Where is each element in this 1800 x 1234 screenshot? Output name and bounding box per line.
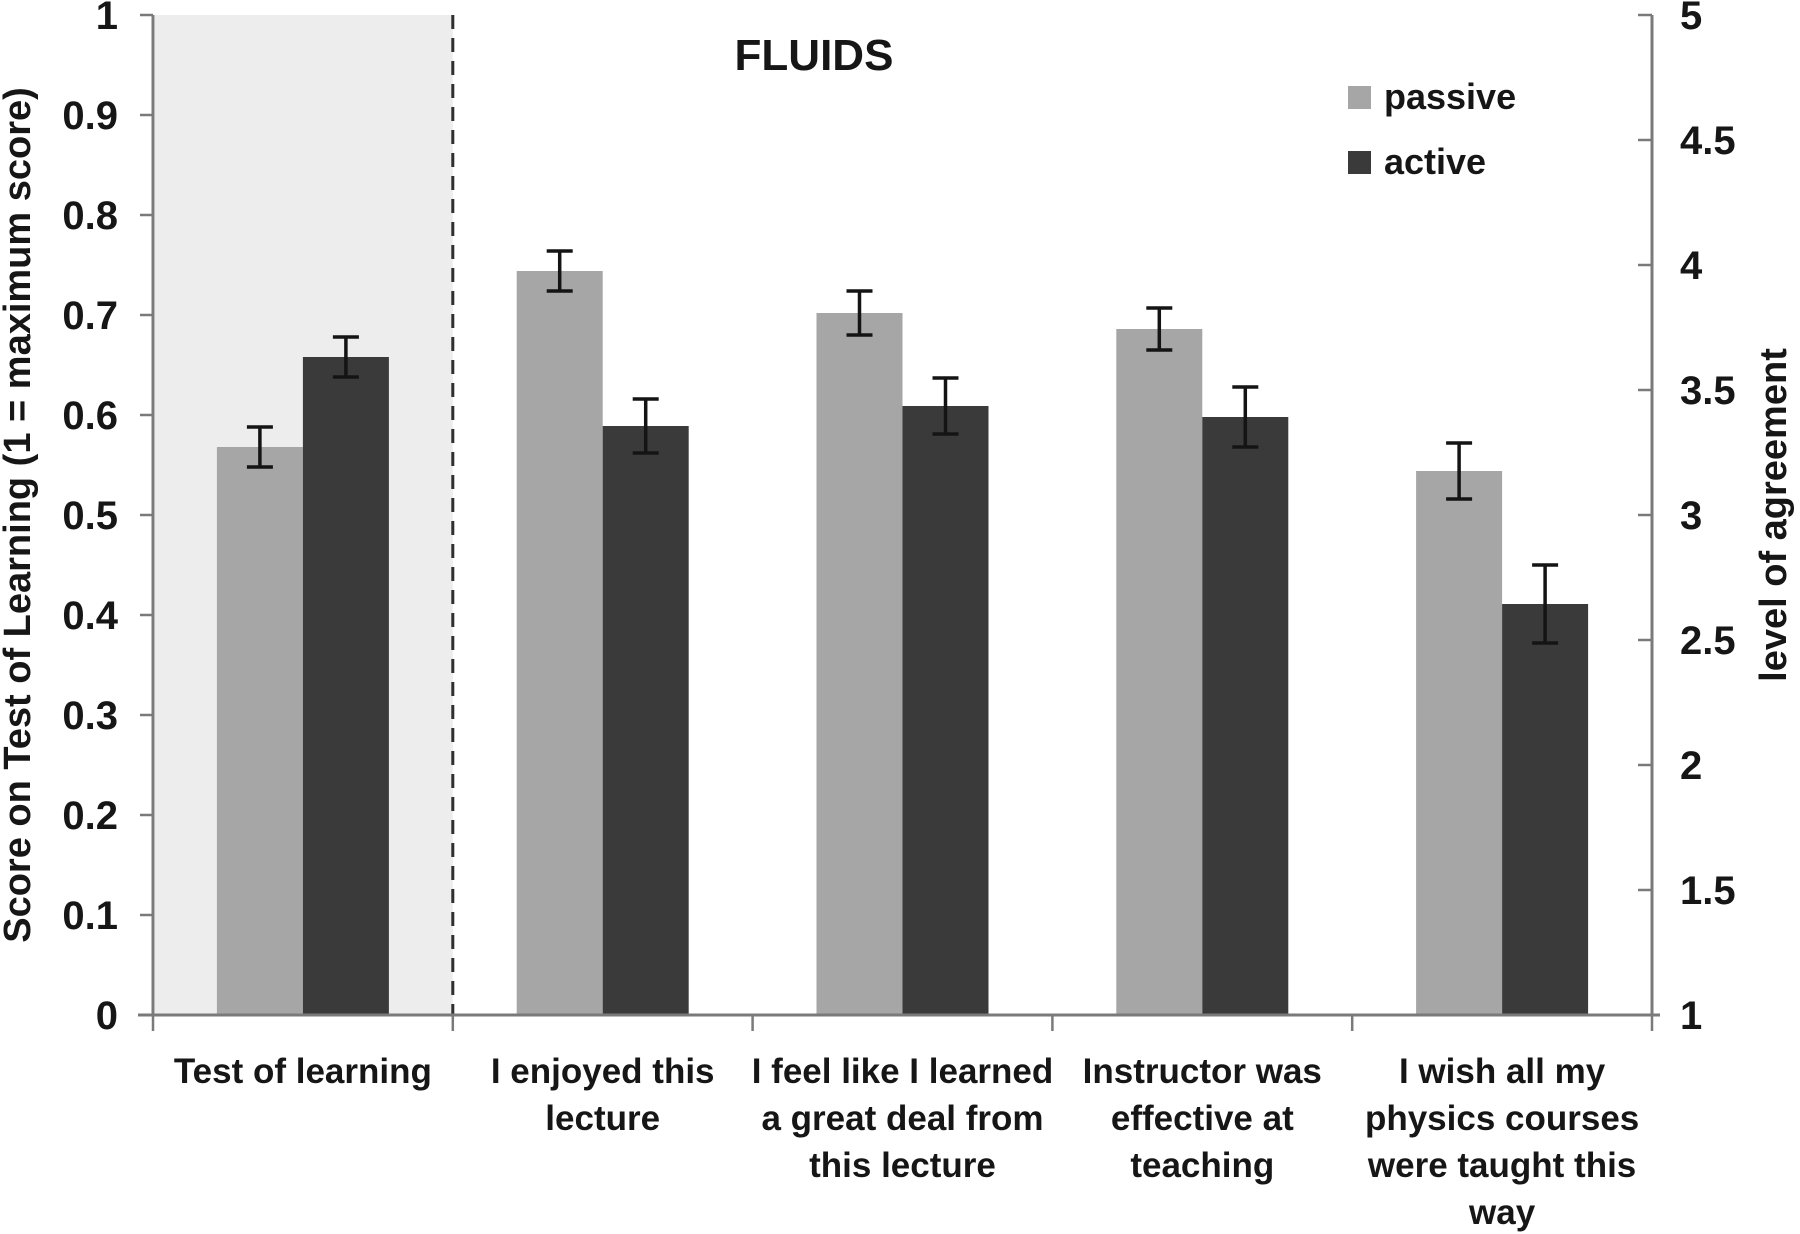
right-axis-title: level of agreement (1753, 348, 1795, 682)
left-tick-label-0.3: 0.3 (62, 694, 118, 738)
legend-label-passive: passive (1384, 76, 1516, 117)
right-tick-label-2: 2 (1680, 744, 1702, 788)
category-label-line: teaching (1130, 1146, 1274, 1185)
bar-passive-3 (1116, 329, 1203, 1015)
right-tick-label-5: 5 (1680, 0, 1702, 38)
left-tick-label-0.6: 0.6 (62, 394, 118, 438)
left-tick-label-0.4: 0.4 (62, 594, 118, 638)
category-label-line: I feel like I learned (752, 1052, 1054, 1091)
bar-active-0 (302, 357, 389, 1015)
category-label-4: I wish all my physics courses were taught … (1365, 1052, 1639, 1232)
error-bar-passive-3 (1146, 306, 1173, 352)
category-label-3: Instructor was effective at teaching (1083, 1052, 1322, 1185)
chart-title: FLUIDS (735, 31, 894, 80)
category-label-line: effective at (1111, 1099, 1294, 1138)
category-label-line: way (1468, 1193, 1536, 1232)
bar-passive-0 (216, 447, 303, 1015)
legend: passive active (1348, 76, 1516, 182)
bar-active-3 (1202, 417, 1289, 1015)
category-label-line: I wish all my (1399, 1052, 1606, 1091)
category-label-line: a great deal from (761, 1099, 1043, 1138)
right-tick-label-4: 4 (1680, 244, 1703, 288)
bar-passive-1 (516, 271, 603, 1015)
category-label-line: this lecture (809, 1146, 996, 1185)
left-tick-label-0.8: 0.8 (62, 194, 118, 238)
category-label-line: I enjoyed this (491, 1052, 715, 1091)
error-bar-active-0 (332, 335, 359, 379)
error-bar-active-1 (632, 397, 659, 455)
bar-passive-2 (816, 313, 903, 1015)
left-tick-label-0.9: 0.9 (62, 94, 118, 138)
category-label-1: I enjoyed this lecture (491, 1052, 715, 1138)
right-tick-label-4.5: 4.5 (1680, 119, 1736, 163)
error-bar-passive-1 (546, 249, 573, 293)
right-tick-label-3: 3 (1680, 494, 1702, 538)
left-tick-label-0: 0 (96, 994, 118, 1038)
right-tick-label-1.5: 1.5 (1680, 869, 1736, 913)
category-label-0: Test of learning (174, 1052, 432, 1091)
category-label-line: Instructor was (1083, 1052, 1322, 1091)
right-tick-label-2.5: 2.5 (1680, 619, 1736, 663)
category-label-line: Test of learning (174, 1052, 432, 1091)
left-tick-label-0.5: 0.5 (62, 494, 118, 538)
category-label-line: were taught this (1367, 1146, 1636, 1185)
left-tick-label-0.1: 0.1 (62, 894, 118, 938)
plot-area: 1 0.9 0.8 0.7 0.6 0.5 0.4 0.3 0.2 0.1 0 5 4.5 4 3.5 3 2.… (62, 0, 1735, 1232)
left-axis-title: Score on Test of Learning (1 = maximum s… (0, 87, 39, 943)
error-bar-active-3 (1232, 385, 1259, 449)
bar-active-4 (1502, 604, 1589, 1015)
legend-swatch-passive (1348, 86, 1371, 109)
legend-swatch-active (1348, 151, 1371, 174)
right-tick-label-3.5: 3.5 (1680, 369, 1736, 413)
error-bar-active-2 (932, 376, 959, 436)
category-label-2: I feel like I learned a great deal from th… (752, 1052, 1054, 1185)
left-tick-label-1: 1 (96, 0, 118, 38)
left-tick-label-0.2: 0.2 (62, 794, 118, 838)
error-bar-passive-4 (1446, 441, 1473, 501)
category-label-line: physics courses (1365, 1099, 1639, 1138)
error-bar-passive-2 (846, 289, 873, 337)
left-tick-label-0.7: 0.7 (62, 294, 118, 338)
right-tick-label-1: 1 (1680, 994, 1702, 1038)
error-bar-active-4 (1532, 563, 1559, 645)
legend-label-active: active (1384, 141, 1486, 182)
bar-active-2 (902, 406, 989, 1015)
bar-active-1 (602, 426, 689, 1015)
category-label-line: lecture (545, 1099, 660, 1138)
bar-passive-4 (1416, 471, 1503, 1015)
error-bar-passive-0 (246, 425, 273, 469)
